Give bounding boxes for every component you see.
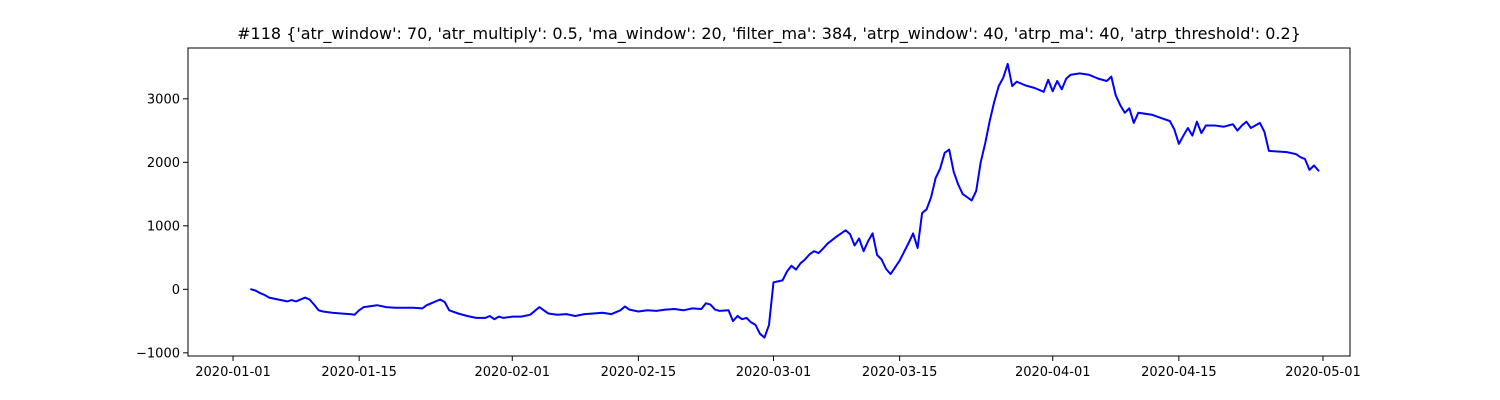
x-tick-label: 2020-03-15 bbox=[862, 365, 938, 380]
y-axis: −1000 0 1000 2000 3000 bbox=[136, 92, 188, 361]
x-tick-label: 2020-04-15 bbox=[1141, 365, 1217, 380]
x-tick-label: 2020-02-01 bbox=[474, 365, 550, 380]
series-layer bbox=[250, 62, 1320, 339]
x-tick-label: 2020-03-01 bbox=[736, 365, 812, 380]
y-tick-label: 3000 bbox=[147, 92, 180, 107]
axes-frame bbox=[187, 47, 1351, 357]
x-tick-label: 2020-01-15 bbox=[321, 365, 397, 380]
y-tick-label: 2000 bbox=[147, 156, 180, 171]
x-tick-label: 2020-05-01 bbox=[1285, 365, 1361, 380]
plot-area bbox=[187, 47, 1351, 357]
x-tick-label: 2020-02-15 bbox=[601, 365, 677, 380]
y-tick-label: −1000 bbox=[136, 346, 180, 361]
x-tick-label: 2020-04-01 bbox=[1015, 365, 1091, 380]
chart-title: #118 {'atr_window': 70, 'atr_multiply': … bbox=[237, 24, 1301, 44]
x-tick-label: 2020-01-01 bbox=[195, 365, 271, 380]
y-tick-label: 0 bbox=[172, 283, 180, 298]
y-tick-label: 1000 bbox=[147, 219, 180, 234]
x-axis: 2020-01-01 2020-01-15 2020-02-01 2020-02-15… bbox=[195, 356, 1361, 380]
series-line bbox=[250, 62, 1320, 339]
